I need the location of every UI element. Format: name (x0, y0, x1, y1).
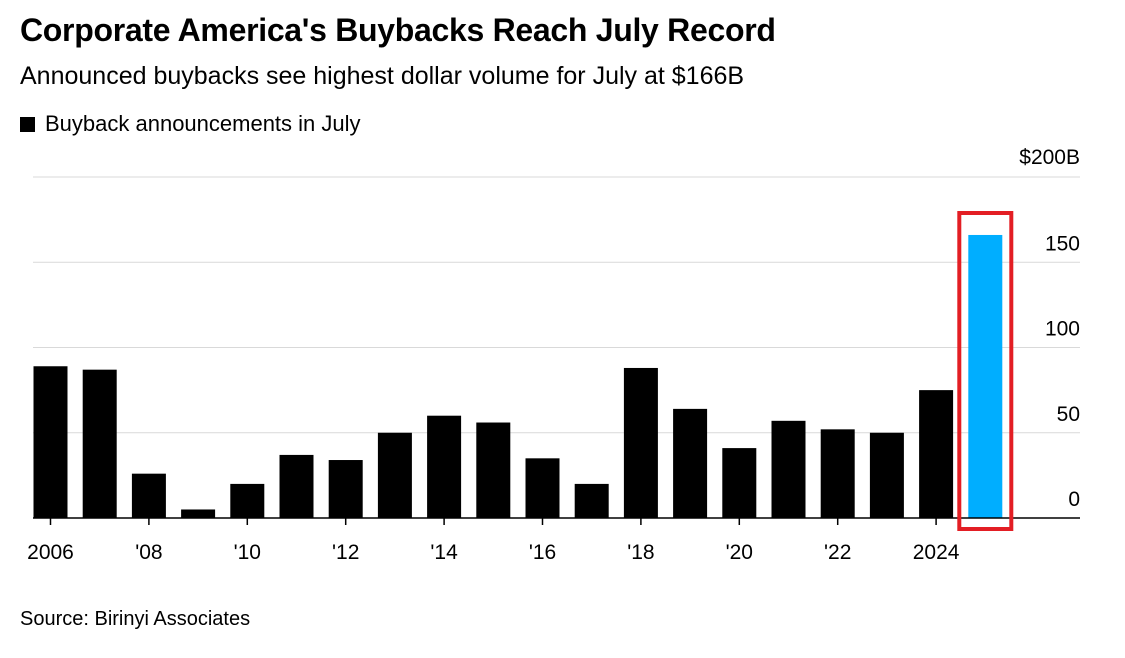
bar (722, 448, 757, 518)
x-tick-label: '08 (135, 541, 162, 564)
y-tick-label: 150 (1045, 232, 1080, 255)
chart-subtitle: Announced buybacks see highest dollar vo… (20, 62, 745, 90)
y-tick-label: $200B (1019, 146, 1080, 169)
highlight-outline (957, 211, 1014, 531)
bar (771, 420, 806, 518)
bar (820, 429, 855, 518)
bar (427, 415, 462, 518)
source-note: Source: Birinyi Associates (20, 608, 251, 630)
bar (377, 432, 412, 518)
bar (82, 369, 117, 518)
legend: Buyback announcements in July (20, 111, 361, 137)
bar (919, 390, 954, 518)
bar (131, 473, 166, 518)
x-tick-label: 2006 (27, 541, 74, 564)
x-tick-label: '16 (529, 541, 556, 564)
bar (328, 460, 363, 518)
chart-title: Corporate America's Buybacks Reach July … (20, 12, 776, 48)
bar (623, 367, 658, 518)
bar (673, 408, 708, 518)
x-tick-label: '22 (824, 541, 851, 564)
legend-label: Buyback announcements in July (45, 111, 361, 136)
bar (33, 366, 68, 518)
x-tick-label: '18 (627, 541, 654, 564)
bar (181, 509, 216, 518)
x-tick-label: '20 (726, 541, 753, 564)
y-tick-label: 0 (1068, 488, 1080, 511)
x-tick-label: 2024 (913, 541, 960, 564)
y-tick-label: 100 (1045, 318, 1080, 341)
bar-highlight (968, 234, 1003, 518)
legend-swatch-icon (20, 116, 35, 132)
bar (574, 483, 609, 518)
x-tick-label: '12 (332, 541, 359, 564)
bar-chart: 0 50 100 150 $200B 2006 '08 '10 '12 '14 '16 '18 '20 '… (27, 146, 1080, 564)
bar (476, 422, 511, 518)
bar (230, 483, 265, 518)
bar (869, 432, 904, 518)
x-tick-label: '14 (430, 541, 458, 564)
y-tick-label: 50 (1057, 403, 1080, 426)
bar (279, 454, 314, 518)
x-tick-label: '10 (234, 541, 261, 564)
bar (525, 458, 560, 518)
